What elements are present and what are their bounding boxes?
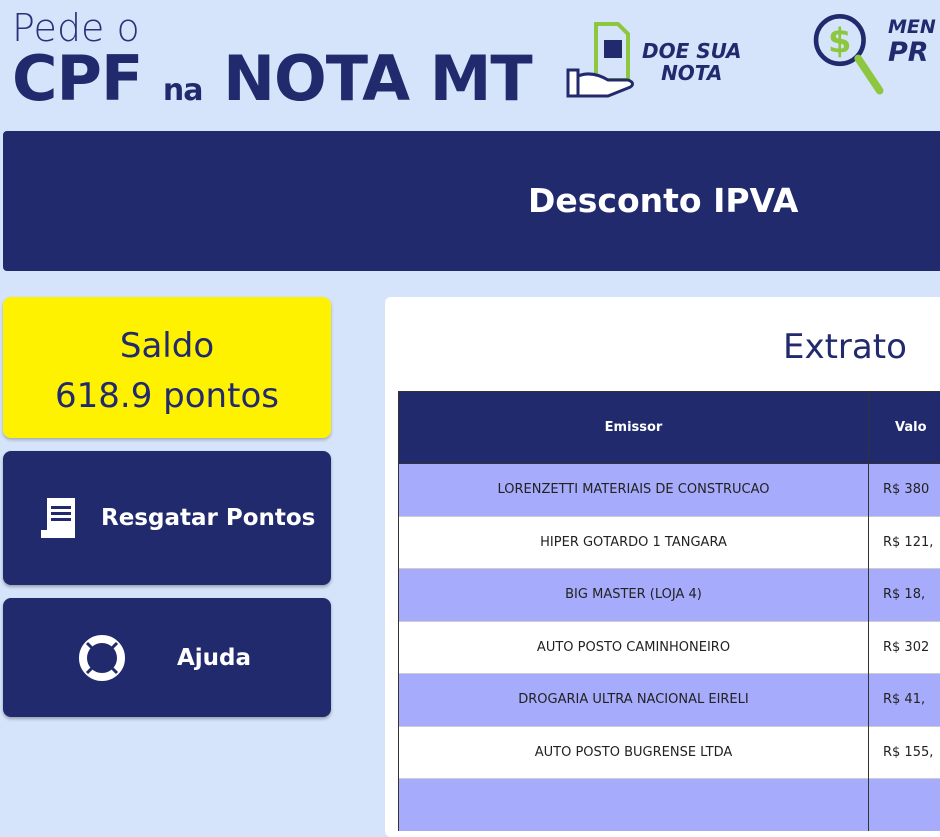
- extrato-card: Extrato Emissor Valo LORENZETTI MATERIAI…: [385, 297, 940, 837]
- emissor-cell: BIG MASTER (LOJA 4): [399, 569, 869, 622]
- column-header-emissor[interactable]: Emissor: [399, 392, 869, 464]
- doe-line1: DOE SUA: [642, 40, 741, 62]
- valor-cell: R$ 302: [869, 621, 940, 674]
- ajuda-button[interactable]: Ajuda: [3, 598, 331, 717]
- logo-na: na: [163, 73, 203, 108]
- logo-line2: CPF na NOTA MT: [12, 48, 532, 122]
- extrato-title: Extrato: [783, 327, 907, 367]
- men-line2: PR: [888, 40, 936, 66]
- lifebuoy-icon: [79, 635, 125, 681]
- valor-cell: R$ 121,: [869, 516, 940, 569]
- valor-cell: R$ 41,: [869, 674, 940, 727]
- ajuda-label: Ajuda: [177, 645, 251, 671]
- extrato-table: Emissor Valo LORENZETTI MATERIAIS DE CON…: [398, 391, 940, 831]
- valor-cell: R$ 380: [869, 464, 940, 517]
- table-row: [399, 779, 940, 832]
- resgatar-pontos-button[interactable]: Resgatar Pontos: [3, 451, 331, 585]
- emissor-cell: LORENZETTI MATERIAIS DE CONSTRUCAO: [399, 464, 869, 517]
- emissor-cell: [399, 779, 869, 832]
- emissor-cell: HIPER GOTARDO 1 TANGARA: [399, 516, 869, 569]
- saldo-card: Saldo 618.9 pontos: [3, 297, 331, 438]
- emissor-cell: DROGARIA ULTRA NACIONAL EIRELI: [399, 674, 869, 727]
- doe-line2: NOTA: [642, 62, 741, 84]
- cpf-na-nota-logo[interactable]: Pede o CPF na NOTA MT: [12, 8, 532, 122]
- column-header-valor[interactable]: Valo: [869, 392, 940, 464]
- emissor-cell: AUTO POSTO BUGRENSE LTDA: [399, 726, 869, 779]
- magnifier-dollar-icon: $: [812, 14, 886, 106]
- svg-text:$: $: [828, 21, 851, 60]
- saldo-label: Saldo: [3, 321, 331, 371]
- receipt-icon: [39, 496, 79, 540]
- page-title: Desconto IPVA: [528, 181, 798, 220]
- saldo-value: 618.9 pontos: [3, 371, 331, 421]
- resgatar-label: Resgatar Pontos: [101, 505, 315, 531]
- valor-cell: R$ 155,: [869, 726, 940, 779]
- logo-cpf: CPF: [12, 42, 142, 115]
- hand-document-icon: [566, 22, 638, 102]
- page-banner: Desconto IPVA: [3, 131, 940, 271]
- logo-nota: NOTA MT: [223, 42, 532, 115]
- valor-cell: R$ 18,: [869, 569, 940, 622]
- table-row: BIG MASTER (LOJA 4)R$ 18,: [399, 569, 940, 622]
- emissor-cell: AUTO POSTO CAMINHONEIRO: [399, 621, 869, 674]
- valor-cell: [869, 779, 940, 832]
